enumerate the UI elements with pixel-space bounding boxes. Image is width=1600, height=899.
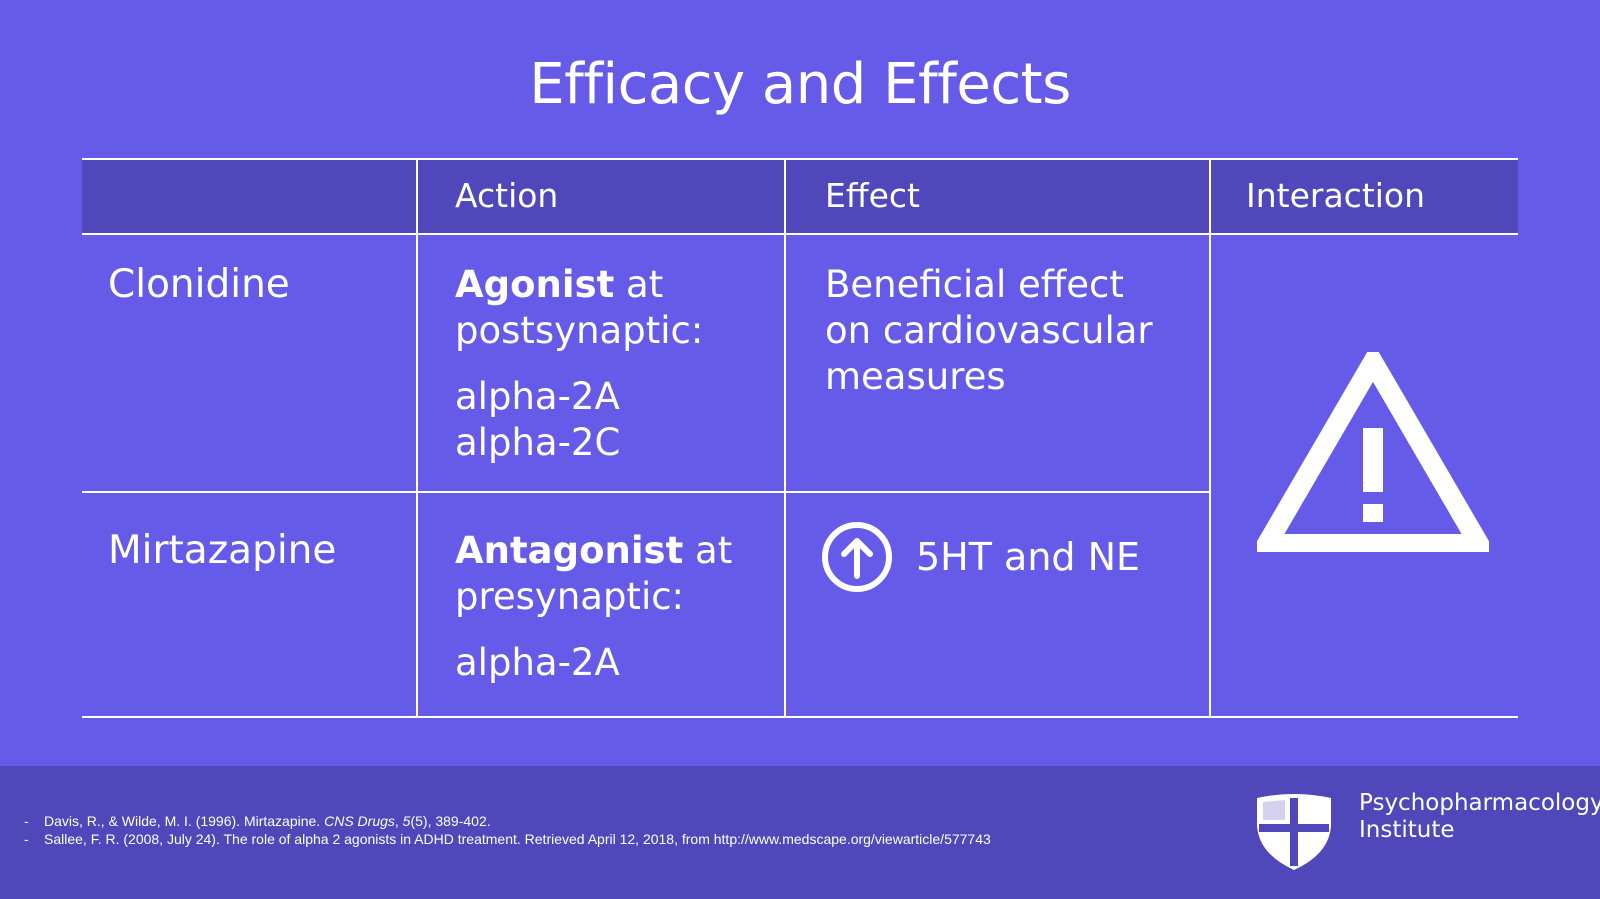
clonidine-action-type: Agonist bbox=[455, 263, 615, 306]
warning-triangle-icon bbox=[1257, 352, 1489, 552]
reference-pages: (5), 389-402. bbox=[410, 813, 491, 829]
mirtazapine-action-type: Antagonist bbox=[455, 529, 684, 572]
clonidine-effect: Beneficial effect on cardiovascular meas… bbox=[825, 262, 1153, 400]
reference-item: - Davis, R., & Wilde, M. I. (1996). Mirta… bbox=[24, 812, 991, 830]
clonidine-action: Agonist at postsynaptic: bbox=[455, 262, 703, 354]
table-header-border bbox=[82, 233, 1518, 235]
table-header-row bbox=[82, 160, 1518, 234]
effect-line: Beneficial effect bbox=[825, 263, 1124, 306]
table-top-border bbox=[82, 158, 1518, 160]
effect-line: measures bbox=[825, 355, 1006, 398]
reference-text: Sallee, F. R. (2008, July 24). The role … bbox=[44, 831, 991, 847]
reference-bullet: - bbox=[24, 813, 29, 829]
reference-separator: , bbox=[394, 813, 403, 829]
up-arrow-circle-icon bbox=[822, 522, 892, 592]
reference-volume: 5 bbox=[402, 813, 411, 829]
table-bottom-border bbox=[82, 716, 1518, 718]
table-col-divider-2 bbox=[784, 158, 786, 718]
reference-item: - Sallee, F. R. (2008, July 24). The role… bbox=[24, 830, 991, 848]
shield-cross-icon bbox=[1257, 794, 1331, 870]
table-row-divider bbox=[82, 491, 1210, 493]
mirtazapine-action-at: at bbox=[683, 529, 733, 572]
clonidine-receptors: alpha-2A alpha-2C bbox=[455, 374, 620, 466]
mirtazapine-effect: 5HT and NE bbox=[916, 535, 1141, 579]
slide-title: Efficacy and Effects bbox=[529, 52, 1071, 117]
mirtazapine-receptors: alpha-2A bbox=[455, 640, 620, 686]
reference-bullet: - bbox=[24, 831, 29, 847]
reference-text: Davis, R., & Wilde, M. I. (1996). Mirtaz… bbox=[44, 813, 325, 829]
references-list: - Davis, R., & Wilde, M. I. (1996). Mirta… bbox=[24, 812, 991, 848]
brand-name: Psychopharmacology Institute bbox=[1359, 790, 1600, 844]
receptor-label: alpha-2C bbox=[455, 421, 621, 464]
header-action: Action bbox=[455, 176, 559, 215]
reference-journal: CNS Drugs bbox=[324, 813, 395, 829]
footer-bar: - Davis, R., & Wilde, M. I. (1996). Mirta… bbox=[0, 766, 1600, 899]
table-col-divider-1 bbox=[416, 158, 418, 718]
receptor-label: alpha-2A bbox=[455, 641, 620, 684]
row-label-clonidine: Clonidine bbox=[108, 262, 290, 307]
clonidine-action-site: postsynaptic: bbox=[455, 309, 704, 352]
brand-line-2: Institute bbox=[1359, 817, 1455, 843]
row-label-mirtazapine: Mirtazapine bbox=[108, 528, 337, 573]
brand-line-1: Psychopharmacology bbox=[1359, 790, 1600, 816]
effect-line: on cardiovascular bbox=[825, 309, 1153, 352]
table-col-divider-3 bbox=[1209, 158, 1211, 718]
header-interaction: Interaction bbox=[1246, 176, 1426, 215]
header-effect: Effect bbox=[825, 176, 920, 215]
mirtazapine-action: Antagonist at presynaptic: bbox=[455, 528, 732, 620]
receptor-label: alpha-2A bbox=[455, 375, 620, 418]
mirtazapine-action-site: presynaptic: bbox=[455, 575, 685, 618]
clonidine-action-at: at bbox=[614, 263, 664, 306]
